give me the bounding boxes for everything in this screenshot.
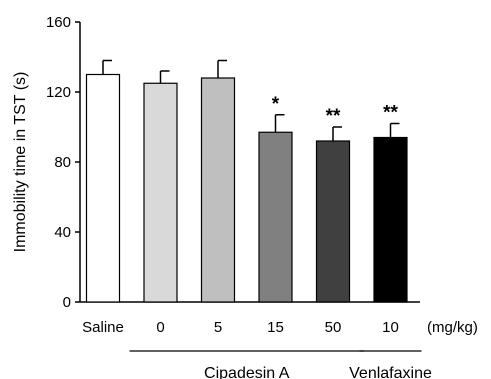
x-tick-label: 15: [267, 319, 284, 336]
bar: [374, 138, 407, 303]
significance-mark: **: [326, 106, 341, 127]
significance-mark: *: [272, 94, 280, 115]
x-tick-label: 10: [382, 319, 399, 336]
y-tick-label: 80: [54, 154, 71, 171]
x-tick-label: 5: [214, 319, 222, 336]
bar: [144, 83, 177, 302]
significance-mark: **: [383, 103, 398, 124]
y-tick-label: 160: [46, 14, 71, 31]
y-axis-title: Immobility time in TST (s): [12, 72, 29, 253]
group-label: Cipadesin A: [204, 365, 290, 379]
x-tick-label: 50: [325, 319, 342, 336]
y-tick-label: 120: [46, 84, 71, 101]
unit-label: (mg/kg): [427, 319, 478, 336]
y-tick-label: 0: [63, 294, 71, 311]
group-label: Venlafaxine: [349, 365, 432, 379]
bar: [317, 141, 350, 302]
bar: [259, 132, 292, 302]
bar: [87, 75, 120, 303]
y-tick-label: 40: [54, 224, 71, 241]
bar: [202, 78, 235, 302]
x-tick-label: 0: [156, 319, 164, 336]
x-tick-label: Saline: [82, 319, 124, 336]
